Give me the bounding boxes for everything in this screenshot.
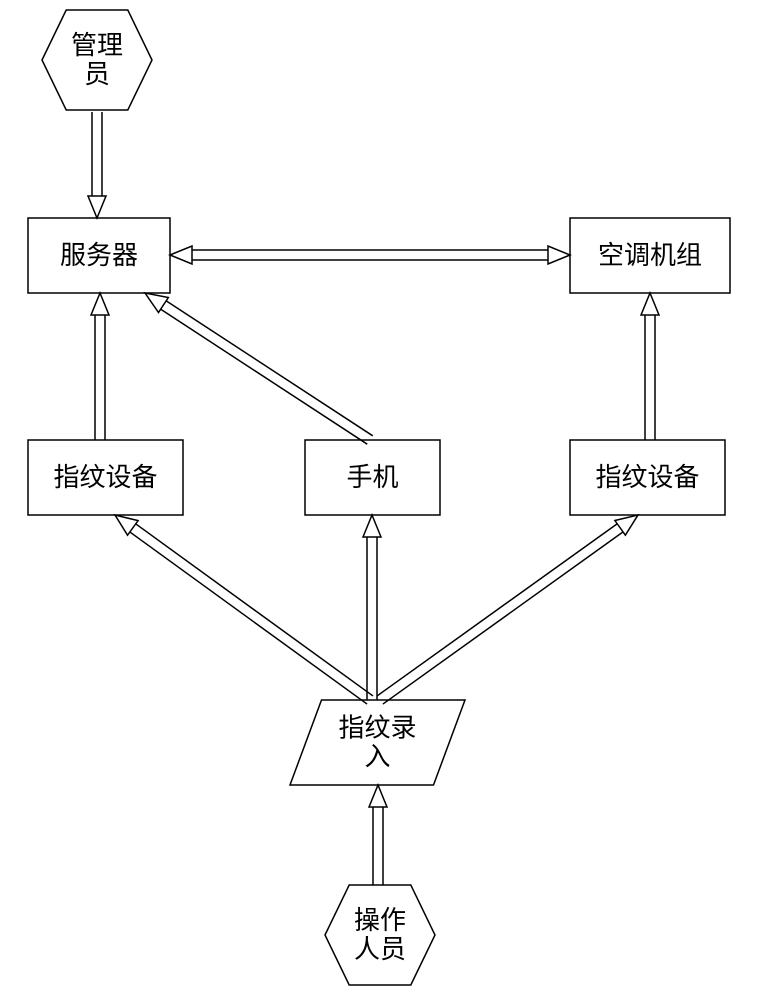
operator-label-l2: 人员 xyxy=(354,935,406,964)
fp_entry-label-l1: 指纹录 xyxy=(338,714,416,743)
fp_right-label: 指纹设备 xyxy=(595,463,699,492)
operator-label-l1: 操作 xyxy=(354,906,406,935)
flowchart-canvas: 管理员服务器 空调机组指纹设备 手机 指纹设备指纹录入操作人员 xyxy=(0,0,765,1000)
ac_unit-label: 空调机组 xyxy=(598,241,702,270)
edge-3 xyxy=(145,293,373,444)
edge-1 xyxy=(170,246,570,264)
edge-6 xyxy=(363,515,381,700)
edge-4 xyxy=(641,293,659,440)
server-label: 服务器 xyxy=(60,241,138,270)
edge-2 xyxy=(91,293,109,440)
fp_left-label: 指纹设备 xyxy=(53,463,157,492)
edge-7 xyxy=(377,515,638,704)
edge-5 xyxy=(115,515,373,704)
fp_entry-label-l2: 入 xyxy=(364,742,390,771)
admin-label-l2: 员 xyxy=(84,60,110,89)
admin-label-l1: 管理 xyxy=(71,31,123,60)
phone-label: 手机 xyxy=(346,463,398,492)
edge-0 xyxy=(88,112,106,218)
edge-8 xyxy=(369,785,387,885)
